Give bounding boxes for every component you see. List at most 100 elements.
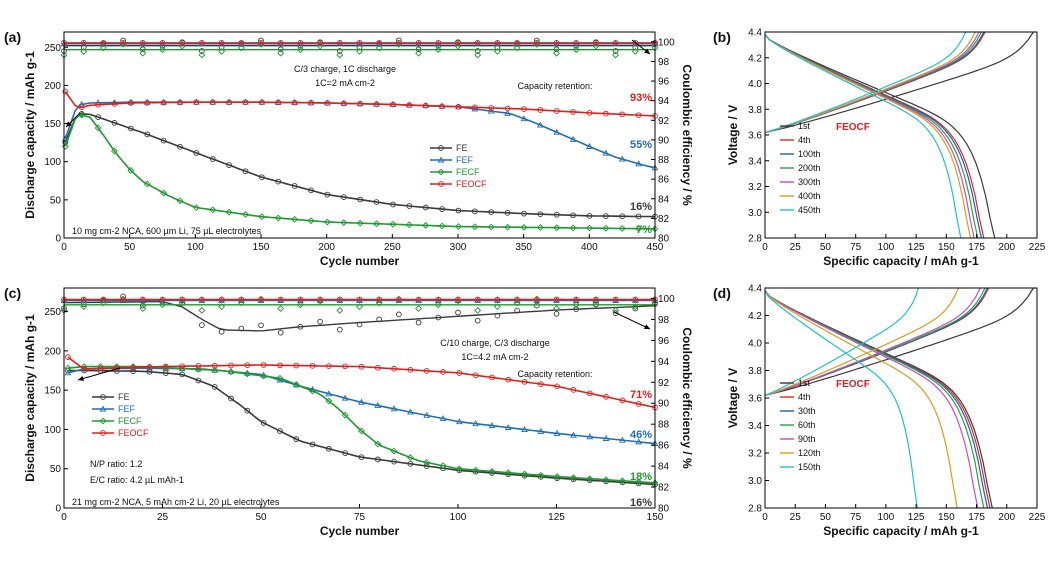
ce-point-c-FEF — [631, 297, 639, 304]
capacity-point-a-FECF — [635, 225, 643, 233]
y2-tick-label-c: 86 — [658, 441, 670, 452]
retention-label-c-FECF: 18% — [630, 471, 652, 483]
ce-point-a-FEOCF — [632, 39, 639, 46]
capacity-point-a-FEF — [602, 149, 610, 156]
y2-tick-label-c: 90 — [658, 399, 670, 410]
y-tick-label-a: 0 — [55, 234, 61, 245]
capacity-point-c-FEOCF — [537, 381, 544, 387]
capacity-point-c-FEF — [553, 429, 561, 436]
ce-point-a-FEOCF — [514, 39, 520, 46]
annotation-c: 1C=4.2 mA cm-2 — [461, 352, 528, 362]
ce-point-a-FEOCF — [573, 39, 580, 46]
capacity-point-a-FECF — [553, 224, 561, 232]
capacity-point-a-FEF — [536, 121, 544, 128]
capacity-point-a-FE — [570, 212, 576, 219]
ce-point-c-FEF — [198, 297, 206, 304]
legend-marker-c — [99, 417, 107, 425]
legend-marker-a — [437, 156, 445, 163]
charge-curve-b — [764, 31, 982, 133]
capacity-point-a-FE — [603, 213, 609, 219]
discharge-curve-b — [764, 34, 996, 239]
y-tick-label-c: 200 — [44, 346, 61, 357]
capacity-point-c-FE — [244, 407, 251, 414]
charge-curve-b — [764, 31, 985, 133]
capacity-point-a-FEOCF — [471, 104, 478, 111]
x-tick-label-b: 225 — [1029, 242, 1046, 253]
capacity-point-a-FE — [504, 209, 511, 216]
capacity-point-c-FEOCF — [326, 363, 332, 369]
capacity-point-a-FEOCF — [406, 102, 413, 108]
ce-point-c-FEOCF — [612, 296, 619, 303]
capacity-point-a-FECF — [61, 143, 69, 150]
ce-point-c-FE — [376, 316, 383, 323]
ce-point-c-FE — [415, 319, 422, 326]
ce-point-a-FEOCF — [218, 39, 225, 46]
capacity-point-c-FECF — [521, 470, 528, 478]
capacity-point-a-FEF — [143, 98, 151, 105]
ce-point-a-FECF — [356, 47, 363, 55]
capacity-line-c-FE — [67, 369, 656, 486]
ce-point-a-FECF — [553, 49, 560, 57]
y-tick-label-d: 3.8 — [748, 366, 762, 377]
y2-tick-label-c: 88 — [658, 420, 670, 431]
capacity-point-c-FEOCF — [440, 369, 446, 375]
capacity-point-a-FE — [357, 196, 364, 203]
capacity-point-c-FEF — [488, 422, 496, 429]
ce-point-c-FEOCF — [100, 296, 107, 303]
capacity-point-a-FEF — [504, 109, 511, 116]
capacity-point-a-FECF — [536, 224, 544, 231]
y-tick-label-d: 3.2 — [748, 449, 762, 460]
ce-point-a-FECF — [454, 42, 462, 50]
capacity-point-c-FECF — [260, 372, 268, 380]
x-tick-label-b: 50 — [820, 242, 832, 253]
y-tick-label-d: 4.2 — [748, 311, 762, 322]
ce-point-c-FEOCF — [297, 296, 304, 303]
discharge-curve-b — [764, 34, 972, 239]
ce-point-c-FEOCF — [533, 296, 540, 303]
annotation-c: 21 mg cm-2 NCA, 5 mAh cm-2 Li, 20 µL ele… — [72, 497, 280, 507]
capacity-point-a-FECF — [323, 218, 331, 226]
x-tick-label-b: 75 — [850, 242, 862, 253]
discharge-curve-d — [764, 290, 958, 509]
ce-point-c-FEOCF — [336, 296, 343, 303]
ce-point-a-FECF — [434, 46, 442, 54]
ce-point-c-FE — [396, 311, 402, 318]
capacity-point-c-FECF — [553, 473, 561, 481]
ce-point-a-FEOCF — [297, 39, 304, 46]
capacity-point-c-FEF — [521, 426, 528, 432]
capacity-point-a-FE — [242, 168, 249, 175]
ce-point-a-FECF — [572, 46, 580, 54]
capacity-point-a-FE — [308, 187, 314, 194]
capacity-point-c-FECF — [292, 381, 300, 388]
capacity-point-c-FECF — [439, 462, 447, 470]
charge-curve-d — [764, 287, 1034, 396]
ce-point-c-FECF — [336, 306, 344, 314]
ce-point-a-FEOCF — [396, 39, 402, 46]
y-tick-label-b: 4.0 — [748, 79, 762, 90]
capacity-point-a-FECF — [586, 224, 593, 232]
capacity-point-a-FECF — [373, 220, 380, 228]
capacity-point-c-FE — [211, 384, 218, 390]
capacity-point-a-FECF — [176, 197, 184, 205]
capacity-point-c-FE — [456, 467, 463, 474]
capacity-point-c-FEOCF — [179, 363, 185, 370]
ce-point-a-FEOCF — [533, 39, 540, 46]
ce-point-c-FE — [356, 321, 363, 328]
y-tick-label-a: 150 — [44, 119, 61, 130]
ce-point-a-FEOCF — [120, 39, 126, 46]
charge-curve-b — [764, 31, 967, 133]
capacity-point-c-FEOCF — [81, 366, 88, 372]
legend-entry-c: FECF — [118, 416, 142, 426]
capacity-point-c-FECF — [406, 454, 414, 462]
x-tick-label-b: 200 — [998, 242, 1015, 253]
capacity-point-a-FEOCF — [177, 99, 183, 106]
capacity-point-a-FEOCF — [570, 109, 576, 115]
capacity-point-a-FE — [635, 213, 642, 220]
capacity-point-c-FE — [374, 456, 381, 463]
ce-point-a-FE — [474, 48, 481, 54]
legend-entry-d: 90th — [798, 434, 816, 444]
capacity-line-c-FEF — [67, 367, 656, 445]
legend-entry-b: 1st — [798, 121, 811, 131]
capacity-point-a-FE — [275, 178, 282, 185]
capacity-point-a-FE — [422, 204, 429, 211]
